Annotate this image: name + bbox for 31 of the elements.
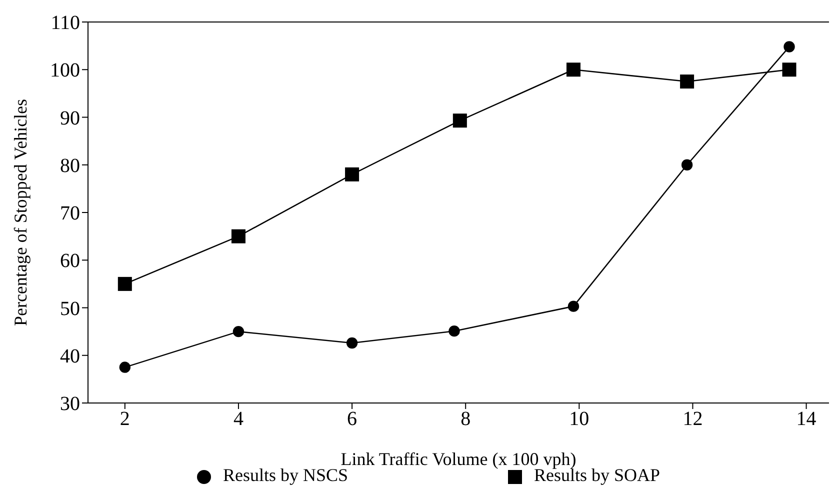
- point: [448, 325, 460, 337]
- point: [782, 62, 796, 77]
- point: [118, 276, 132, 291]
- point: [346, 337, 358, 349]
- point: [345, 167, 360, 182]
- point: [231, 229, 246, 244]
- x-tick-label: 6: [347, 408, 358, 430]
- y-tick-label: 110: [50, 12, 80, 34]
- y-axis-title: Percentage of Stopped Vehicles: [10, 98, 30, 326]
- point: [119, 362, 131, 373]
- y-tick-label: 40: [60, 345, 80, 368]
- point: [566, 62, 580, 77]
- x-tick-label: 10: [569, 408, 590, 430]
- y-tick-label: 100: [50, 60, 80, 82]
- point: [680, 74, 694, 89]
- x-tick-label: 4: [233, 408, 244, 430]
- y-tick-label: 90: [60, 107, 80, 130]
- y-tick-label: 30: [60, 393, 80, 416]
- y-tick-label: 60: [60, 250, 80, 272]
- y-tick-label: 50: [60, 298, 80, 320]
- point: [452, 114, 467, 128]
- x-tick-label: 12: [682, 408, 703, 430]
- point: [681, 159, 693, 170]
- y-tick-label: 70: [60, 202, 80, 225]
- x-tick-label: 8: [460, 408, 471, 430]
- x-tick-label: 14: [796, 408, 816, 430]
- point: [568, 300, 580, 312]
- point: [784, 41, 795, 52]
- y-tick-label: 80: [60, 154, 80, 177]
- point: [232, 326, 244, 338]
- x-tick-label: 2: [120, 408, 130, 430]
